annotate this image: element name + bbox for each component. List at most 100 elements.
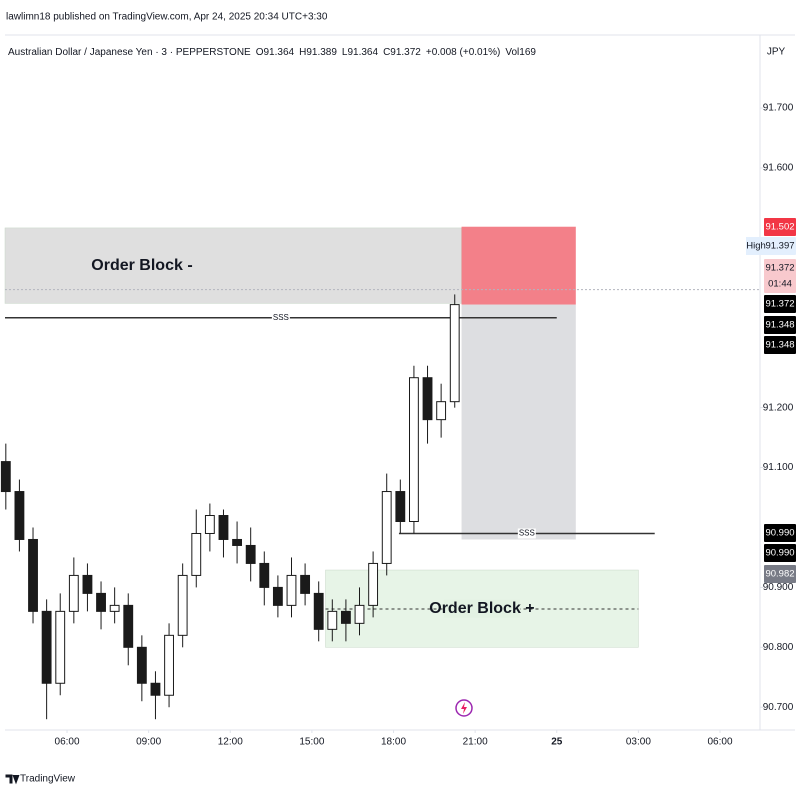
- price-tag-label: 91.502: [765, 222, 794, 233]
- price-tag: [764, 524, 796, 542]
- candle-body: [286, 574, 297, 606]
- candle-body: [327, 610, 338, 630]
- info-item: Australian Dollar / Japanese Yen · 3 · P…: [8, 47, 251, 58]
- candle-body: [272, 586, 283, 606]
- candle: [14, 479, 25, 552]
- price-tag-label: 91.397: [765, 241, 794, 252]
- currency: JPY: [767, 47, 786, 58]
- candle: [82, 563, 93, 612]
- candle-body: [436, 401, 447, 421]
- x-tick-label: 03:00: [626, 737, 651, 748]
- candle: [41, 599, 52, 720]
- price-tag: [764, 218, 796, 236]
- price-tag-label: 90.982: [765, 569, 794, 580]
- zone: [461, 304, 576, 540]
- candle: [191, 509, 202, 588]
- logo: TradingView: [5, 774, 76, 785]
- candle-body: [136, 646, 147, 684]
- x-tick-label: 09:00: [136, 737, 161, 748]
- symbol-info: Australian Dollar / Japanese Yen · 3 · P…: [8, 47, 536, 58]
- info-item: O91.364: [256, 47, 295, 58]
- price-tag-title-bg: [746, 237, 766, 255]
- candle: [300, 563, 311, 606]
- price-tag-label: 90.990: [765, 548, 794, 559]
- candle-body: [55, 610, 66, 684]
- zone-label: Order Block +: [429, 600, 534, 617]
- candle: [28, 527, 38, 624]
- candle: [395, 479, 406, 534]
- x-tick-label: 06:00: [707, 737, 732, 748]
- label-bg: [271, 312, 290, 323]
- y-tick-label: 91.100: [763, 462, 794, 473]
- candle-body: [41, 610, 52, 684]
- candle-body: [0, 461, 11, 493]
- candle-body: [28, 538, 38, 612]
- candle: [313, 581, 324, 642]
- price-tag-label: 91.348: [765, 320, 794, 331]
- info-item: L91.364: [342, 47, 379, 58]
- candle: [354, 587, 365, 636]
- candle: [177, 563, 188, 648]
- price-tag: [764, 237, 796, 255]
- x-tick-label: 21:00: [463, 737, 488, 748]
- zone: [461, 226, 576, 305]
- price-tag-label: 90.990: [765, 528, 794, 539]
- candle: [340, 599, 351, 642]
- info-item: Vol169: [505, 47, 536, 58]
- candle: [218, 509, 229, 558]
- price-tag-label: 91.372: [765, 263, 794, 274]
- candle-body: [381, 491, 392, 564]
- line-label: SSS: [519, 529, 535, 538]
- candle: [409, 365, 419, 534]
- x-tick-label: 15:00: [299, 737, 324, 748]
- candle-body: [82, 574, 93, 594]
- price-tag: [764, 565, 796, 583]
- y-tick-label: 91.200: [763, 402, 794, 413]
- price-tag: [764, 336, 796, 354]
- candle: [96, 581, 106, 630]
- price-tag: [764, 316, 796, 334]
- candle-body: [449, 304, 460, 403]
- candle-body: [191, 532, 202, 576]
- candle-body: [68, 574, 79, 612]
- event-icon[interactable]: [455, 699, 473, 717]
- price-tag-title: High: [746, 241, 766, 252]
- candle-body: [14, 491, 25, 540]
- candle: [123, 593, 134, 666]
- candle: [204, 503, 215, 552]
- y-tick-label: 90.900: [763, 582, 794, 593]
- candle-body: [340, 610, 351, 624]
- candle: [232, 521, 242, 564]
- candle: [0, 443, 11, 510]
- price-tag: [764, 544, 796, 562]
- x-tick-label: 18:00: [381, 737, 406, 748]
- x-tick-label: 25: [551, 737, 563, 748]
- candle: [259, 551, 270, 606]
- price-tag-sub: 01:44: [768, 279, 792, 290]
- candle-body: [245, 544, 256, 564]
- candle: [449, 294, 460, 408]
- label-bg: [517, 528, 536, 539]
- header: lawlimn18 published on TradingView.com, …: [6, 12, 328, 23]
- candle: [436, 383, 447, 438]
- y-tick-label: 90.700: [763, 702, 794, 713]
- candle-body: [354, 604, 365, 624]
- price-tag-label: 91.348: [765, 340, 794, 351]
- candle: [327, 599, 338, 642]
- candle: [150, 671, 161, 720]
- candle-body: [395, 491, 406, 522]
- footer: TradingView: [20, 774, 76, 785]
- candle-body: [259, 562, 270, 588]
- candle: [55, 593, 66, 696]
- candle-body: [218, 515, 229, 540]
- candle: [422, 365, 433, 444]
- candle: [136, 635, 147, 702]
- candle: [68, 557, 79, 624]
- info-item: H91.389: [299, 47, 337, 58]
- candle-body: [422, 377, 433, 421]
- zone: [4, 227, 462, 304]
- y-tick-label: 91.600: [763, 163, 794, 174]
- y-tick-label: 90.800: [763, 642, 794, 653]
